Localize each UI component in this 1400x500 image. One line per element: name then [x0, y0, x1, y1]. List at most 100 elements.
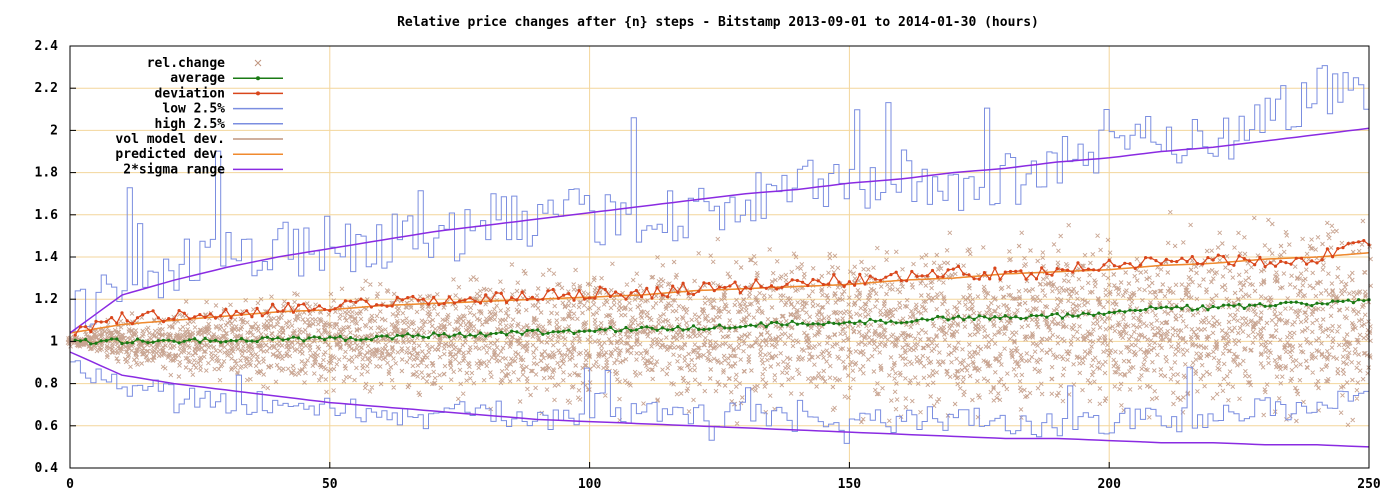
- average-series-point: [691, 324, 696, 328]
- deviation-series-point: [333, 307, 337, 311]
- legend-item: low 2.5%: [162, 102, 283, 117]
- average-series-point: [473, 334, 477, 338]
- deviation-series-point: [473, 299, 477, 303]
- legend-item: 2*sigma range: [123, 162, 283, 177]
- average-series-point: [1201, 304, 1205, 308]
- average-series-point: [608, 325, 613, 329]
- deviation-series-point: [1253, 263, 1257, 267]
- deviation-series-point: [1149, 256, 1153, 260]
- deviation-series-point: [1019, 269, 1023, 273]
- deviation-series-point: [920, 274, 924, 278]
- average-series-point: [172, 339, 176, 343]
- average-series-point: [567, 328, 571, 332]
- deviation-series-path: [74, 239, 1370, 336]
- deviation-series-point: [956, 264, 961, 268]
- y-tick-label: 2.4: [35, 39, 59, 54]
- average-series-point: [1336, 299, 1340, 303]
- series-lines: [69, 65, 1371, 448]
- average-series-point: [1362, 299, 1366, 303]
- average-series-point: [614, 330, 618, 334]
- deviation-series-point: [1133, 266, 1137, 270]
- deviation-series-point: [510, 296, 514, 300]
- deviation-series-point: [265, 311, 269, 315]
- deviation-series-point: [349, 299, 353, 303]
- deviation-series-point: [375, 303, 379, 307]
- deviation-series-point: [1008, 269, 1013, 274]
- legend-item: average: [170, 71, 283, 86]
- average-series-point: [998, 316, 1002, 321]
- deviation-series-point: [255, 306, 259, 310]
- deviation-series-point: [795, 278, 800, 283]
- average-series-point: [182, 339, 186, 343]
- average-series-point: [764, 325, 768, 329]
- average-series-point: [333, 336, 337, 340]
- deviation-series-point: [94, 319, 98, 323]
- x-axis: 0 50 100 150 200 250: [66, 462, 1381, 492]
- average-series-point: [141, 339, 145, 343]
- average-series-point: [281, 338, 285, 342]
- deviation-series-point: [520, 290, 524, 294]
- average-series-point: [375, 334, 379, 339]
- average-series-point: [135, 337, 140, 341]
- deviation-series-point: [338, 304, 342, 308]
- legend-dot: [256, 91, 260, 96]
- deviation-series-point: [530, 295, 535, 299]
- average-series-point: [712, 326, 716, 330]
- deviation-series-point: [1086, 267, 1090, 271]
- deviation-series-point: [1341, 246, 1345, 250]
- deviation-series-point: [1107, 258, 1111, 262]
- deviation-series-point: [717, 285, 722, 289]
- average-series-point: [577, 329, 581, 333]
- deviation-series-point: [343, 299, 347, 303]
- deviation-series-point: [385, 304, 389, 308]
- average-series-point: [1310, 304, 1314, 308]
- deviation-series-point: [993, 266, 997, 270]
- deviation-series-point: [250, 315, 254, 319]
- deviation-series-point: [588, 296, 592, 300]
- average-series-point: [421, 335, 425, 339]
- average-series-point: [349, 336, 353, 340]
- deviation-series-point: [660, 293, 664, 297]
- deviation-series-point: [754, 278, 758, 282]
- average-series-point: [1346, 298, 1350, 302]
- average-series-point: [359, 338, 363, 342]
- average-series-point: [858, 319, 862, 323]
- deviation-series-point: [1112, 264, 1116, 268]
- deviation-series-point: [847, 280, 852, 284]
- average-series-point: [1076, 314, 1080, 318]
- deviation-series-point: [567, 292, 571, 296]
- average-series-point: [354, 338, 358, 342]
- average-series-point: [853, 321, 857, 325]
- average-series-point: [905, 320, 909, 324]
- average-series-point: [265, 335, 269, 339]
- average-series-point: [1154, 306, 1158, 311]
- deviation-series-point: [1211, 258, 1215, 262]
- deviation-series-point: [1138, 263, 1142, 267]
- average-series-point: [811, 322, 815, 326]
- average-series-point: [89, 342, 93, 346]
- average-series-point: [556, 330, 561, 334]
- average-series-point: [582, 329, 587, 333]
- y-tick-label: 2.2: [35, 81, 58, 96]
- deviation-series-point: [873, 277, 878, 281]
- deviation-series-point: [1190, 255, 1194, 259]
- deviation-series-point: [1242, 257, 1246, 261]
- deviation-series-point: [863, 282, 867, 286]
- deviation-series-point: [156, 316, 160, 320]
- average-series-point: [967, 315, 971, 319]
- deviation-series-point: [1060, 268, 1064, 272]
- deviation-series-point: [1071, 270, 1075, 274]
- average-series-point: [603, 328, 607, 332]
- average-series-point: [1123, 310, 1127, 314]
- average-series-point: [640, 325, 644, 329]
- deviation-series-point: [681, 281, 685, 285]
- deviation-series-point: [723, 285, 727, 290]
- average-series-point: [889, 319, 893, 323]
- deviation-series-point: [1320, 258, 1324, 262]
- average-series-point: [832, 321, 836, 325]
- average-series-point: [1268, 304, 1272, 308]
- deviation-series-point: [426, 302, 431, 306]
- rel-change-points: [65, 209, 1374, 428]
- average-series-point: [1086, 312, 1090, 316]
- average-series-point: [245, 339, 249, 343]
